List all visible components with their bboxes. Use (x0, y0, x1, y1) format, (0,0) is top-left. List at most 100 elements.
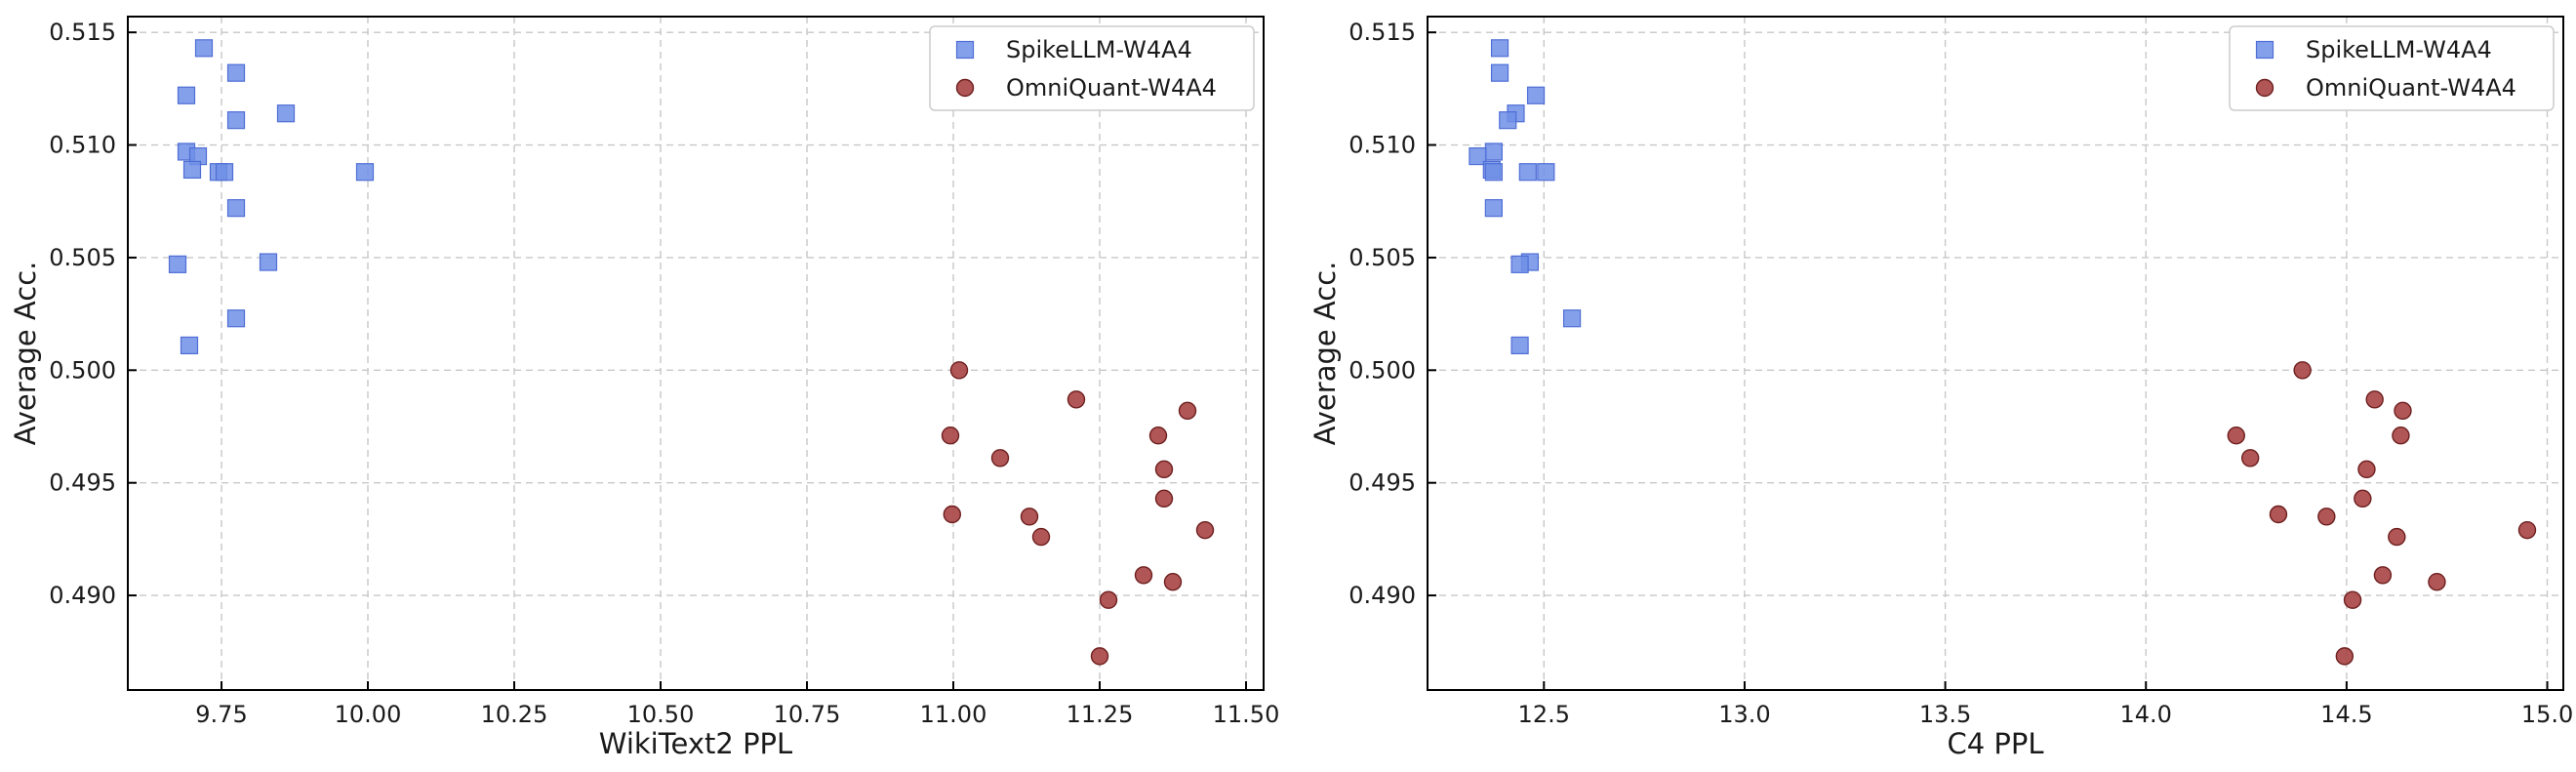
omniquant-point (2343, 590, 2362, 609)
legend: SpikeLLM-W4A4 OmniQuant-W4A4 (2229, 25, 2555, 111)
spikellm-point (276, 104, 296, 123)
omniquant-point (2365, 390, 2384, 409)
y-axis-label: Average Acc. (1308, 262, 1342, 446)
legend-label: SpikeLLM-W4A4 (1006, 36, 1192, 63)
spikellm-point (1537, 163, 1555, 182)
y-tick-label: 0.490 (1348, 582, 1416, 609)
spikellm-point (182, 160, 202, 180)
spikellm-point (1510, 336, 1529, 355)
omniquant-point (2335, 647, 2355, 666)
spikellm-point (168, 255, 187, 273)
legend-marker-square (2255, 40, 2274, 60)
x-tick-label: 11.25 (1067, 701, 1134, 728)
omniquant-point (2428, 573, 2446, 591)
y-tick-label: 0.505 (49, 244, 116, 271)
chart-panel-2: 12.5 13.0 13.5 14.0 14.5 15.0 0.490 0.495 0.500 0… (1308, 16, 2573, 760)
y-tick-label: 0.490 (49, 582, 116, 609)
series-spikellm (168, 39, 375, 355)
omniquant-point (1163, 573, 1183, 591)
x-tick-label: 10.75 (774, 701, 841, 728)
omniquant-point (1020, 508, 1039, 526)
omniquant-point (2388, 527, 2406, 547)
omniquant-point (2354, 489, 2372, 508)
spikellm-point (259, 253, 278, 271)
spikellm-point (1490, 63, 1509, 82)
spikellm-point (1490, 39, 1509, 58)
y-tick-label: 0.500 (1348, 356, 1416, 384)
y-tick-label: 0.515 (1348, 19, 1416, 46)
x-axis-label: WikiText2 PPL (599, 727, 792, 760)
spikellm-point (1484, 199, 1503, 218)
y-tick-label: 0.495 (49, 469, 116, 497)
x-tick-label: 14.5 (2320, 701, 2372, 728)
spikellm-point (1518, 163, 1537, 182)
x-tick-label: 10.00 (335, 701, 402, 728)
omniquant-point (949, 361, 969, 380)
legend-box (2229, 25, 2555, 111)
legend-label: OmniQuant-W4A4 (2306, 74, 2516, 102)
spikellm-point (1484, 142, 1503, 161)
omniquant-point (941, 427, 960, 445)
legend-label: OmniQuant-W4A4 (1006, 74, 1217, 102)
x-tick-label: 13.0 (1718, 701, 1770, 728)
plot-frame (1427, 16, 2564, 691)
x-axis-label: C4 PPL (1947, 727, 2043, 760)
spikellm-point (1510, 255, 1529, 273)
series-omniquant (2227, 361, 2537, 666)
omniquant-point (1148, 427, 1168, 445)
x-tick-label: 14.0 (2120, 701, 2172, 728)
chart-panel-1: 9.75 10.00 10.25 10.50 10.75 11.00 11.25 11.50 0… (9, 16, 1280, 760)
omniquant-point (2517, 520, 2537, 540)
series-spikellm (1469, 39, 1582, 355)
omniquant-point (2293, 361, 2312, 380)
x-tick-label: 10.25 (481, 701, 548, 728)
omniquant-point (1154, 489, 1174, 508)
spikellm-point (1526, 86, 1546, 104)
spikellm-point (355, 163, 375, 182)
omniquant-point (2269, 505, 2288, 524)
x-tick-label: 10.50 (627, 701, 695, 728)
y-tick-label: 0.495 (1348, 469, 1416, 497)
y-tick-label: 0.510 (49, 132, 116, 159)
spikellm-point (180, 336, 199, 355)
legend-marker-square (955, 40, 975, 60)
x-tick-label: 11.00 (920, 701, 987, 728)
omniquant-point (1178, 401, 1197, 421)
legend-marker-circle (955, 78, 975, 98)
spikellm-point (226, 199, 246, 218)
y-tick-label: 0.515 (49, 19, 116, 46)
omniquant-point (2317, 508, 2336, 526)
y-axis-label: Average Acc. (9, 262, 42, 446)
spikellm-point (1499, 111, 1517, 130)
x-tick-label: 11.50 (1213, 701, 1280, 728)
spikellm-point (1562, 309, 1582, 328)
spikellm-point (177, 86, 196, 104)
spikellm-point (226, 111, 246, 130)
y-tick-label: 0.505 (1348, 244, 1416, 271)
x-tick-label: 13.5 (1919, 701, 1971, 728)
legend-marker-circle (2255, 78, 2274, 98)
x-tick-label: 9.75 (195, 701, 247, 728)
omniquant-point (2357, 460, 2376, 479)
omniquant-point (2240, 449, 2260, 467)
x-tick-label: 12.5 (1518, 701, 1570, 728)
omniquant-point (1031, 527, 1051, 547)
spikellm-point (1469, 146, 1487, 166)
omniquant-point (2373, 566, 2393, 585)
spikellm-point (1484, 163, 1503, 182)
omniquant-point (943, 505, 961, 524)
series-omniquant (941, 361, 1215, 666)
omniquant-point (1067, 390, 1086, 409)
omniquant-point (2227, 427, 2245, 445)
omniquant-point (2394, 401, 2412, 421)
omniquant-point (1195, 520, 1215, 540)
omniquant-point (1134, 566, 1153, 585)
omniquant-point (1154, 460, 1174, 479)
omniquant-point (2392, 427, 2410, 445)
x-tick-label: 15.0 (2521, 701, 2573, 728)
y-tick-label: 0.510 (1348, 132, 1416, 159)
omniquant-point (990, 449, 1010, 467)
spikellm-point (226, 309, 246, 328)
